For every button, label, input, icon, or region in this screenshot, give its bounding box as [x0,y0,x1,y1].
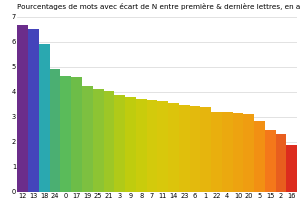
Bar [254,121,265,192]
Bar [200,107,211,192]
Bar [157,101,168,192]
Bar [50,69,61,192]
Bar [179,105,190,192]
Bar [71,77,82,192]
Bar [136,99,147,192]
Text: Pourcentages de mots avec écart de N entre première & dernière lettres, en allem: Pourcentages de mots avec écart de N ent… [17,3,300,10]
Bar [168,103,179,192]
Bar [265,130,276,192]
Bar [114,95,125,192]
Bar [243,114,254,192]
Bar [233,114,243,192]
Bar [125,97,136,192]
Bar [17,25,28,192]
Bar [103,91,114,192]
Bar [222,112,233,192]
Bar [93,89,104,192]
Bar [276,134,286,192]
Bar [286,145,297,192]
Bar [61,76,71,192]
Bar [147,100,157,192]
Bar [82,86,93,192]
Bar [39,44,50,192]
Bar [28,29,39,192]
Bar [190,106,200,192]
Bar [211,112,222,192]
